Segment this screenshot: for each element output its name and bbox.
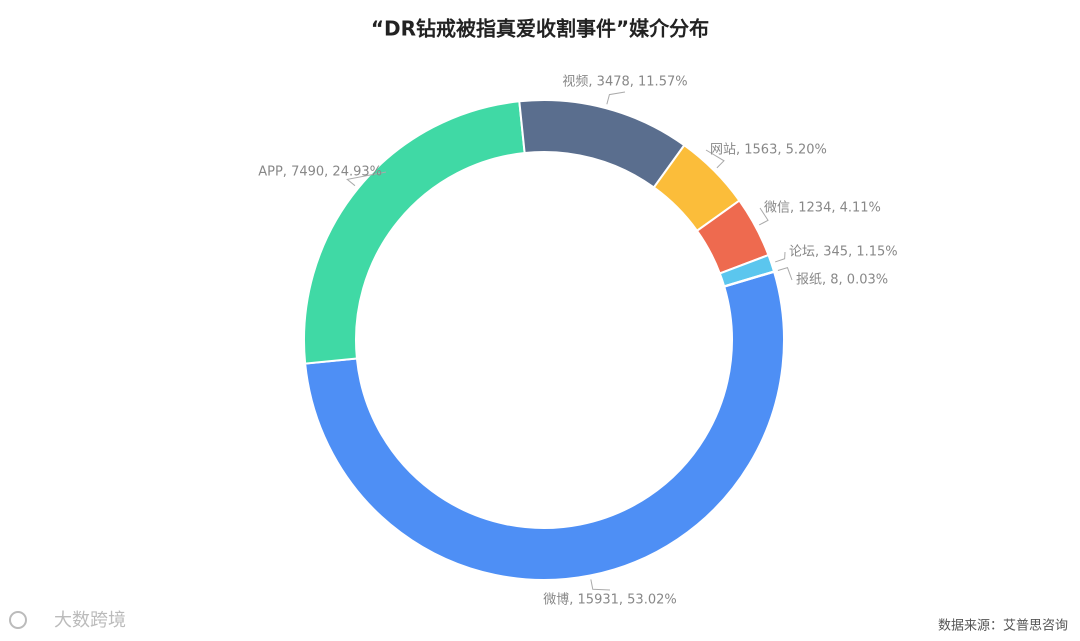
leader-line xyxy=(705,149,725,169)
leader-line xyxy=(606,91,626,105)
data-label: 报纸, 8, 0.03% xyxy=(796,273,888,288)
leader-line xyxy=(758,207,769,226)
data-label: 论坛, 345, 1.15% xyxy=(789,245,898,260)
leader-line xyxy=(777,267,793,281)
chart-title: “DR钻戒被指真爱收割事件”媒介分布 xyxy=(371,17,709,41)
data-label: 微博, 15931, 53.02% xyxy=(543,593,676,608)
logo-text: 大数跨境 xyxy=(54,610,126,631)
leader-line xyxy=(346,171,387,187)
donut-segment xyxy=(303,100,526,365)
donut-segment xyxy=(304,270,785,581)
data-label: 网站, 1563, 5.20% xyxy=(710,143,827,158)
logo: 大数跨境 xyxy=(9,610,126,631)
source: 数据来源：艾普思咨询 xyxy=(938,619,1068,634)
donut-segment xyxy=(722,270,776,288)
logo-icon xyxy=(9,611,27,629)
donut-segment xyxy=(518,99,686,189)
data-label: 视频, 3478, 11.57% xyxy=(562,75,687,90)
leader-line xyxy=(775,251,786,263)
leader-line xyxy=(590,579,611,591)
data-label: 微信, 1234, 4.11% xyxy=(764,201,881,216)
data-label: APP, 7490, 24.93% xyxy=(258,165,382,180)
